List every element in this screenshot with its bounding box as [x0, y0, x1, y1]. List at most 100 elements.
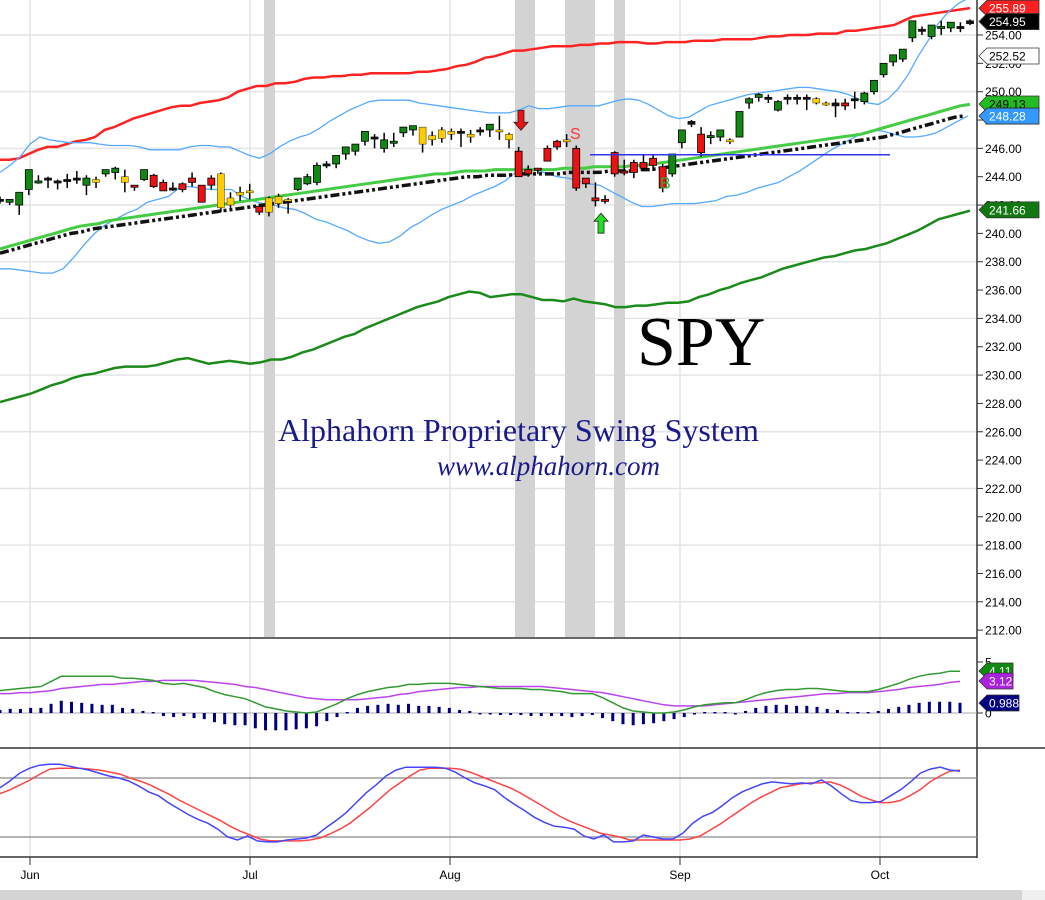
- price-tick-label: 230.00: [985, 369, 1022, 383]
- macd-histogram-bar: [866, 711, 870, 714]
- macd-histogram-bar: [345, 711, 349, 714]
- macd-histogram-bar: [233, 713, 237, 726]
- macd-histogram-bar: [243, 713, 247, 726]
- candle: [485, 123, 494, 138]
- macd-panel: 504.113.120.988: [0, 637, 1020, 731]
- macd-histogram-bar: [539, 713, 543, 717]
- candle: [121, 169, 129, 193]
- price-axis[interactable]: 254.00252.00250.00248.00246.00244.00242.…: [976, 0, 1040, 858]
- macd-histogram-bar: [284, 713, 288, 731]
- candle: [149, 173, 158, 189]
- candle: [889, 54, 898, 67]
- shaded-band: [264, 0, 275, 637]
- candle: [246, 183, 254, 200]
- price-tick-label: 222.00: [985, 482, 1022, 496]
- macd-histogram-bar: [519, 713, 523, 716]
- macd-histogram-bar: [18, 708, 22, 713]
- candle: [351, 143, 360, 156]
- macd-histogram-bar: [427, 705, 431, 713]
- candle: [188, 172, 196, 187]
- month-label[interactable]: Sep: [669, 868, 691, 882]
- candle: [735, 111, 744, 138]
- candle: [879, 62, 888, 78]
- macd-histogram-bar: [590, 713, 594, 716]
- macd-tick-label: 5: [985, 656, 992, 670]
- macd-histogram-bar: [611, 713, 615, 722]
- price-tick-label: 244.00: [985, 170, 1022, 184]
- grid-lines: [0, 0, 977, 858]
- candle: [581, 177, 590, 189]
- macd-histogram-bar: [692, 713, 696, 715]
- candle: [34, 175, 43, 184]
- macd-histogram-bar: [764, 705, 768, 713]
- month-label[interactable]: Jul: [242, 868, 257, 882]
- stochastic-k-line: [0, 763, 961, 843]
- macd-histogram-bar: [100, 704, 104, 713]
- macd-histogram-bar: [744, 710, 748, 713]
- candle: [668, 153, 677, 177]
- macd-histogram-bar: [0, 709, 2, 713]
- candle: [476, 127, 485, 136]
- macd-histogram-bar: [90, 703, 94, 713]
- candle: [284, 197, 292, 214]
- candle: [572, 145, 581, 191]
- macd-line: [0, 670, 960, 714]
- macd-histogram-bar: [856, 711, 860, 714]
- macd-histogram-bar: [835, 709, 839, 713]
- macd-histogram-bar: [253, 713, 257, 729]
- candle: [24, 169, 33, 196]
- candle: [956, 22, 965, 33]
- macd-histogram-bar: [570, 713, 574, 718]
- macd-histogram-bar: [498, 713, 502, 716]
- date-axis[interactable]: Jun Jul Aug Sep Oct: [20, 857, 890, 882]
- candle: [101, 169, 110, 177]
- macd-tick-label: 0: [985, 707, 992, 721]
- candle: [418, 126, 427, 153]
- candle: [793, 94, 802, 105]
- candle: [649, 155, 657, 172]
- macd-histogram-bar: [29, 707, 33, 713]
- brand-watermark: Alphahorn Proprietary Swing System: [278, 412, 759, 448]
- macd-histogram-bar: [662, 713, 666, 722]
- candle: [745, 97, 754, 109]
- signal-value-tag: [978, 672, 1014, 690]
- macd-histogram-bar: [39, 707, 43, 713]
- month-label[interactable]: Aug: [439, 868, 460, 882]
- macd-histogram-bar: [49, 703, 53, 713]
- macd-histogram-bar: [110, 704, 114, 713]
- price-tag-text: 252.52: [989, 49, 1026, 63]
- scrollbar-track[interactable]: [1022, 890, 1045, 900]
- candle: [389, 132, 398, 147]
- price-tick-label: 234.00: [985, 312, 1022, 326]
- macd-histogram-bar: [274, 713, 278, 731]
- macd-histogram-bar: [468, 710, 472, 713]
- macd-histogram-bar: [488, 713, 492, 715]
- macd-histogram-bar: [407, 703, 411, 713]
- candle: [495, 115, 504, 140]
- horizontal-scrollbar[interactable]: [0, 890, 1022, 900]
- candle: [774, 100, 782, 112]
- month-label[interactable]: Oct: [871, 868, 890, 882]
- candle: [601, 195, 609, 204]
- macd-histogram-bar: [549, 713, 553, 717]
- month-label[interactable]: Jun: [20, 868, 39, 882]
- price-tick-label: 224.00: [985, 454, 1022, 468]
- price-tag-text: 248.28: [989, 110, 1026, 124]
- macd-histogram-bar: [121, 707, 125, 713]
- price-tag: [978, 107, 1040, 125]
- stochastic-d-line: [0, 767, 961, 842]
- candle: [457, 128, 465, 147]
- candle: [361, 130, 369, 146]
- sell-arrow-icon: [513, 109, 529, 131]
- candle: [553, 139, 561, 150]
- macd-histogram-bar: [458, 709, 462, 713]
- macd-histogram-bar: [437, 706, 441, 713]
- candle: [370, 134, 379, 149]
- macd-histogram-bar: [264, 713, 268, 731]
- macd-histogram-bar: [529, 713, 533, 717]
- macd-histogram-bar: [560, 713, 564, 717]
- candle: [562, 134, 571, 147]
- bollinger-upper-line: [0, 0, 967, 173]
- shaded-band: [614, 0, 625, 637]
